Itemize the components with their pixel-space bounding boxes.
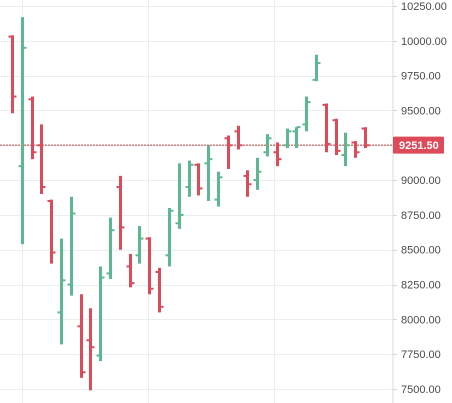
ohlc-bar [322,103,331,153]
y-axis-labels: 7500.00 7750.00 8000.00 8250.00 8500.00 8750.… [393,1,447,396]
ohlc-bar [145,237,154,295]
current-price-label: 9251.50 [399,140,439,152]
ohlc-bar [135,226,144,264]
current-price-badge-bg [393,136,444,154]
ohlc-bar [175,163,184,229]
ohlc-bar [67,196,76,296]
ohlc-bar [292,126,301,149]
ohlc-bar [273,142,282,167]
ohlc-bar [253,157,262,190]
ohlc-bar [283,128,292,149]
ohlc-bar [361,127,370,149]
ohlc-bar [194,163,203,196]
ohlc-bar [77,294,86,378]
ohlc-bar [96,266,105,362]
ohlc-bar [57,238,66,345]
grid-layer [0,0,393,403]
ohlc-bar [214,171,223,207]
ohlc-bar [302,96,311,132]
ohlc-bar [165,207,174,267]
ohlc-bar [47,199,56,264]
y-tick-label: 7500.00 [401,384,441,396]
y-tick-label: 7750.00 [401,349,441,361]
y-tick-label: 9750.00 [401,71,441,83]
ohlc-bar [155,267,164,313]
ohlc-bar [332,118,341,156]
y-tick-label: 9000.00 [401,175,441,187]
ohlc-bar [224,135,233,169]
ohlc-bar [243,170,252,197]
ohlc-bar [341,132,350,167]
ohlc-bar [116,175,125,250]
ohlc-bar [185,160,194,197]
ohlc-bar [312,54,321,82]
current-price-badge: 9251.50 [393,136,444,154]
ohlc-bar [8,35,17,114]
ohlc-bar [126,253,135,288]
y-tick-label: 10250.00 [401,1,447,13]
ohlc-bar [234,125,243,150]
y-tick-label: 8250.00 [401,280,441,292]
ohlc-bar [28,96,37,160]
y-tick-label: 10000.00 [401,36,447,48]
ohlc-bar [106,217,115,279]
ohlc-bar [204,145,213,201]
ohlc-bar [18,17,27,245]
ohlc-bar [37,124,46,195]
ohlc-bars [8,17,370,391]
y-tick-label: 8750.00 [401,210,441,222]
ohlc-bar [351,141,360,158]
y-tick-label: 8000.00 [401,314,441,326]
y-tick-label: 8500.00 [401,245,441,257]
y-tick-label: 9500.00 [401,105,441,117]
ohlc-bar [86,308,95,391]
ohlc-bar [263,134,272,157]
